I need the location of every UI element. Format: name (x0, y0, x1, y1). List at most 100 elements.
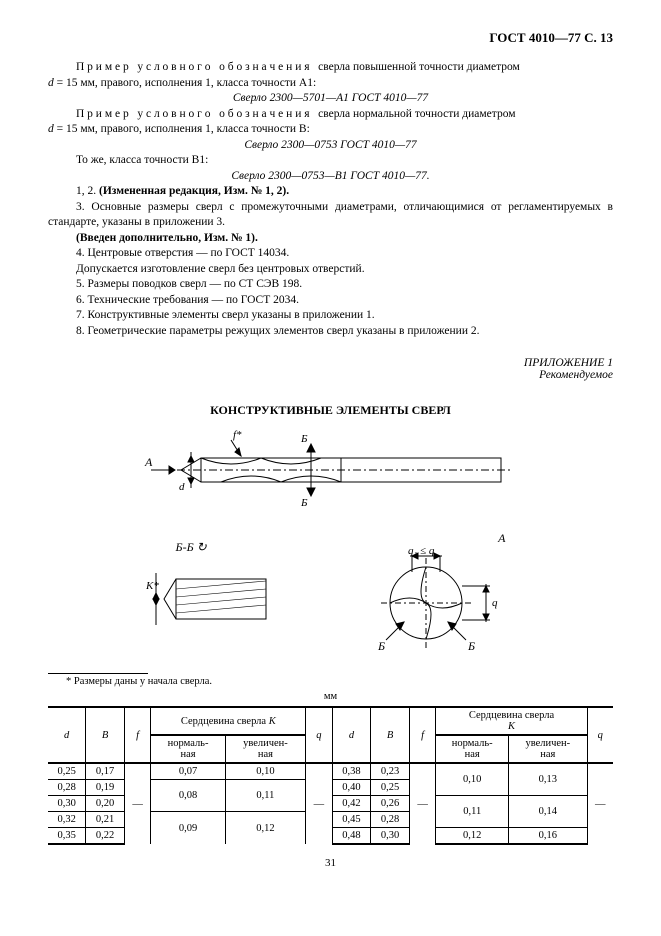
cell: 0,10 (436, 763, 509, 796)
cell: 0,07 (151, 763, 225, 780)
t: сверла повышенной точности диаметром (318, 61, 520, 73)
cell: 0,22 (86, 828, 125, 845)
cell: 0,12 (225, 812, 305, 845)
cell: 0,30 (371, 828, 410, 845)
designation-2: Сверло 2300—0753 ГОСТ 4010—77 (48, 138, 613, 154)
t: К (269, 716, 276, 727)
th-q2: q (587, 707, 613, 763)
th-enl: увеличен- ная (225, 735, 305, 763)
t: у с л о в н о г о (137, 108, 210, 120)
appendix-type: Рекомендуемое (48, 369, 613, 381)
t: 1, 2. (76, 185, 99, 197)
para-3: 3. Основные размеры сверл с промежуточны… (48, 200, 613, 231)
para-example2-line2: d = 15 мм, правого, исполнения 1, класса… (48, 122, 613, 138)
label-K: K* (146, 580, 159, 592)
para-8: 8. Геометрические параметры режущих элем… (48, 324, 613, 340)
view-a-svg: q₁ ≤ q Б Б q (356, 548, 516, 658)
cell: 0,08 (151, 780, 225, 812)
page: ГОСТ 4010—77 С. 13 П р и м е р у с л о в… (0, 0, 661, 889)
cell: 0,28 (371, 812, 410, 828)
cell: 0,26 (371, 796, 410, 812)
cell: 0,38 (332, 763, 371, 780)
cell: 0,16 (509, 828, 588, 845)
appendix-num: ПРИЛОЖЕНИЕ 1 (48, 357, 613, 369)
th-B: B (86, 707, 125, 763)
th-d2: d (332, 707, 371, 763)
cell: 0,25 (48, 763, 86, 780)
section-title: КОНСТРУКТИВНЫЕ ЭЛЕМЕНТЫ СВЕРЛ (48, 403, 613, 418)
t: П р и м е р (76, 108, 129, 120)
t: К (508, 721, 515, 732)
dimensions-table: d B f Сердцевина сверла К q d B f Сердце… (48, 706, 613, 845)
cell: 0,40 (332, 780, 371, 796)
doc-header: ГОСТ 4010—77 С. 13 (48, 30, 613, 46)
para-example1: П р и м е р у с л о в н о г о о б о з н … (48, 60, 613, 76)
th-core2: Сердцевина сверлаК (436, 707, 587, 735)
t: сверла нормальной точности диаметром (318, 108, 515, 120)
label-f: f* (233, 430, 242, 441)
para-example2: П р и м е р у с л о в н о г о о б о з н … (48, 107, 613, 123)
th-enl2: увеличен- ная (509, 735, 588, 763)
section-bb: Б-Б ↻ (146, 540, 286, 654)
th-norm2: нормаль- ная (436, 735, 509, 763)
cell: 0,35 (48, 828, 86, 845)
t: о б о з н а ч е н и я (219, 61, 309, 73)
t: у с л о в н о г о (137, 61, 210, 73)
th-f2: f (409, 707, 436, 763)
cell: 0,10 (225, 763, 305, 780)
label-d: d (179, 481, 185, 493)
t: (Измененная редакция, Изм. № 1, 2). (99, 185, 289, 197)
para-added: (Введен дополнительно, Изм. № 1). (48, 231, 613, 247)
cell: 0,14 (509, 796, 588, 828)
t: Сердцевина сверла (469, 710, 554, 721)
cell: 0,17 (86, 763, 125, 780)
cell: 0,25 (371, 780, 410, 796)
t: = 15 мм, правого, исполнения 1, класса т… (54, 77, 316, 89)
th-q: q (306, 707, 333, 763)
para-4: 4. Центровые отверстия — по ГОСТ 14034. (48, 246, 613, 262)
label-B-bot: Б (300, 497, 308, 509)
cell: — (587, 763, 613, 844)
appendix-label: ПРИЛОЖЕНИЕ 1 Рекомендуемое (48, 357, 613, 381)
section-bb-svg: K* (146, 559, 286, 649)
view-a: А (356, 531, 516, 663)
label-q: q (492, 597, 498, 609)
th-B2: B (371, 707, 410, 763)
th-d: d (48, 707, 86, 763)
t: П р и м е р (76, 61, 129, 73)
label-A: А (144, 455, 153, 469)
t: Сердцевина сверла (181, 716, 266, 727)
unit-label: мм (48, 691, 613, 702)
cell: — (124, 763, 151, 844)
t: о б о з н а ч е н и я (219, 108, 309, 120)
cell: 0,45 (332, 812, 371, 828)
para-same: То же, класса точности В1: (48, 153, 613, 169)
designation-1: Сверло 2300—5701—А1 ГОСТ 4010—77 (48, 91, 613, 107)
cell: 0,11 (436, 796, 509, 828)
cell: 0,32 (48, 812, 86, 828)
cell: 0,09 (151, 812, 225, 845)
cell: 0,23 (371, 763, 410, 780)
para-4b: Допускается изготовление сверл без центр… (48, 262, 613, 278)
cell: 0,30 (48, 796, 86, 812)
cell: 0,48 (332, 828, 371, 845)
cell: — (306, 763, 333, 844)
body-text: П р и м е р у с л о в н о г о о б о з н … (48, 60, 613, 339)
cell: 0,42 (332, 796, 371, 812)
para-6: 6. Технические требования — по ГОСТ 2034… (48, 293, 613, 309)
designation-3: Сверло 2300—0753—В1 ГОСТ 4010—77. (48, 169, 613, 185)
th-core: Сердцевина сверла К (151, 707, 306, 735)
cell: — (409, 763, 436, 844)
label-A-view: А (356, 531, 506, 546)
footnote: * Размеры даны у начала сверла. (48, 676, 613, 687)
label-B-top: Б (300, 433, 308, 445)
drill-side-view: А d f* Б Б (111, 430, 551, 515)
para-7: 7. Конструктивные элементы сверл указаны… (48, 308, 613, 324)
footnote-rule (48, 673, 148, 674)
label-B1: Б (377, 639, 385, 653)
th-f: f (124, 707, 151, 763)
para-example1-line2: d = 15 мм, правого, исполнения 1, класса… (48, 76, 613, 92)
cell: 0,28 (48, 780, 86, 796)
page-number: 31 (48, 857, 613, 869)
cell: 0,11 (225, 780, 305, 812)
